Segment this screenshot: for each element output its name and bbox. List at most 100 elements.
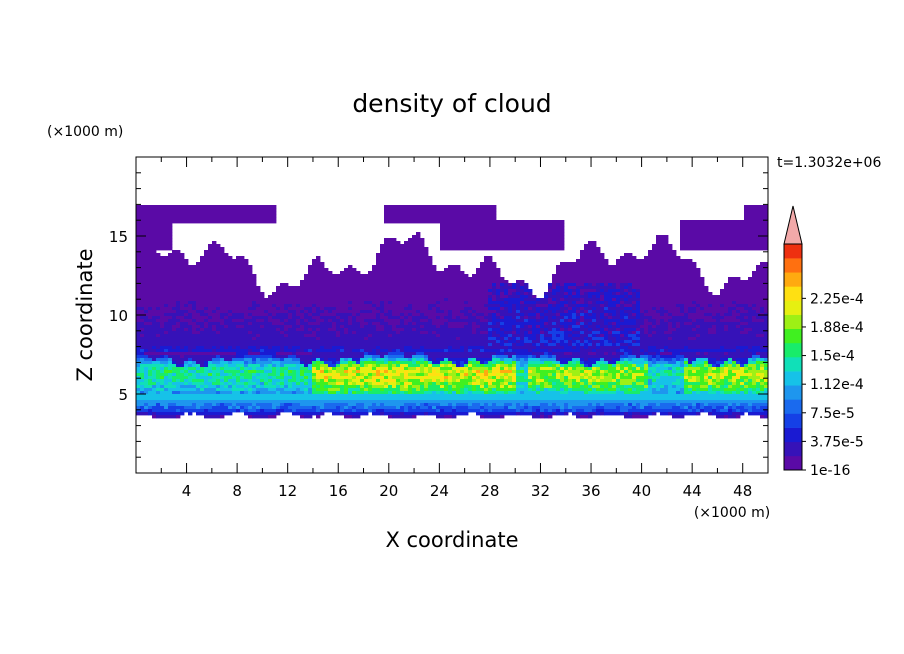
- contour-cell: [328, 358, 337, 362]
- contour-cell: [504, 343, 513, 347]
- contour-cell: [760, 373, 765, 377]
- contour-cell: [680, 352, 697, 356]
- contour-cell: [588, 241, 597, 245]
- contour-cell: [284, 385, 289, 389]
- contour-cell: [140, 376, 145, 380]
- contour-cell: [296, 313, 305, 317]
- contour-cell: [620, 349, 625, 353]
- contour-cell: [292, 316, 301, 320]
- contour-cell: [560, 298, 565, 302]
- contour-cell: [500, 283, 505, 287]
- contour-cell: [472, 331, 477, 335]
- contour-cell: [160, 316, 173, 320]
- contour-cell: [260, 349, 265, 353]
- contour-cell: [236, 364, 245, 368]
- contour-cell: [500, 322, 505, 326]
- contour-cell: [592, 349, 597, 353]
- contour-cell: [528, 325, 533, 329]
- contour-cell: [508, 349, 513, 353]
- contour-cell: [652, 364, 657, 368]
- contour-cell: [136, 268, 253, 272]
- contour-cell: [364, 352, 369, 356]
- contour-cell: [512, 307, 517, 311]
- contour-cell: [540, 319, 549, 323]
- contour-cell: [408, 358, 413, 362]
- contour-cell: [168, 319, 181, 323]
- contour-cell: [368, 334, 373, 338]
- contour-cell: [584, 313, 589, 317]
- contour-cell: [492, 289, 497, 293]
- contour-cell: [692, 409, 697, 413]
- contour-cell: [712, 316, 725, 320]
- contour-cell: [512, 286, 517, 290]
- contour-cell: [388, 310, 393, 314]
- contour-cell: [540, 340, 549, 344]
- contour-cell: [552, 382, 557, 386]
- contour-cell: [332, 319, 341, 323]
- contour-cell: [596, 379, 601, 383]
- contour-cell: [724, 382, 733, 386]
- contour-cell: [400, 367, 405, 371]
- contour-cell: [748, 277, 768, 281]
- contour-cell: [560, 361, 569, 365]
- contour-cell: [136, 403, 145, 407]
- contour-cell: [548, 379, 561, 383]
- contour-cell: [624, 301, 633, 305]
- contour-cell: [576, 364, 581, 368]
- contour-cell: [648, 379, 653, 383]
- contour-cell: [636, 301, 641, 305]
- contour-cell: [600, 403, 605, 407]
- contour-cell: [356, 367, 361, 371]
- contour-cell: [296, 388, 301, 392]
- contour-cell: [508, 310, 513, 314]
- contour-cell: [196, 307, 205, 311]
- contour-cell: [604, 352, 609, 356]
- contour-cell: [156, 391, 161, 395]
- contour-cell: [760, 346, 768, 350]
- contour-cell: [468, 373, 473, 377]
- contour-cell: [304, 364, 309, 368]
- contour-cell: [388, 370, 393, 374]
- contour-cell: [408, 391, 413, 395]
- contour-cell: [504, 298, 525, 302]
- contour-cell: [528, 406, 533, 410]
- contour-cell: [328, 364, 337, 368]
- contour-cell: [324, 358, 329, 362]
- contour-cell: [648, 355, 653, 359]
- contour-cell: [468, 391, 473, 395]
- contour-cell: [644, 319, 649, 323]
- contour-cell: [508, 346, 513, 350]
- contour-cell: [176, 415, 181, 419]
- contour-cell: [648, 346, 657, 350]
- contour-cell: [136, 265, 253, 269]
- contour-cell: [756, 385, 761, 389]
- contour-cell: [136, 340, 497, 344]
- contour-cell: [396, 373, 401, 377]
- contour-cell: [540, 391, 561, 395]
- contour-cell: [288, 307, 305, 311]
- contour-cell: [544, 382, 549, 386]
- contour-cell: [412, 361, 417, 365]
- contour-cell: [748, 349, 768, 353]
- contour-cell: [516, 325, 521, 329]
- contour-cell: [684, 373, 689, 377]
- contour-cell: [296, 304, 301, 308]
- contour-cell: [540, 403, 549, 407]
- contour-cell: [300, 373, 305, 377]
- contour-cell: [136, 379, 145, 383]
- contour-cell: [236, 406, 241, 410]
- contour-cell: [516, 307, 521, 311]
- contour-cell: [304, 307, 313, 311]
- contour-cell: [740, 412, 745, 416]
- contour-cell: [640, 412, 653, 416]
- contour-cell: [572, 406, 597, 410]
- contour-cell: [460, 379, 473, 383]
- contour-cell: [588, 337, 593, 341]
- contour-cell: [204, 307, 209, 311]
- contour-cell: [216, 364, 225, 368]
- contour-cell: [560, 307, 569, 311]
- contour-cell: [492, 364, 497, 368]
- contour-cell: [304, 388, 309, 392]
- contour-cell: [620, 283, 629, 287]
- contour-cell: [516, 391, 521, 395]
